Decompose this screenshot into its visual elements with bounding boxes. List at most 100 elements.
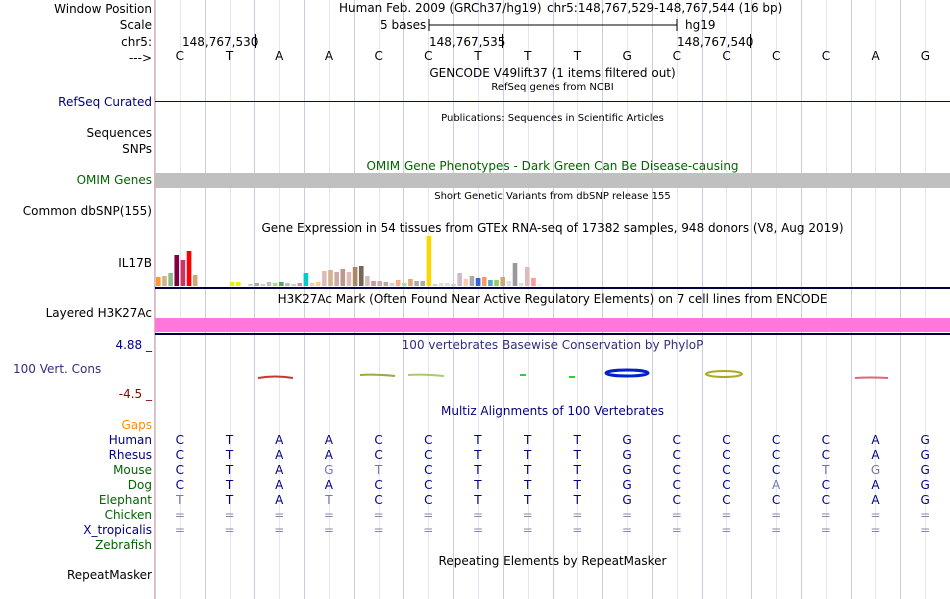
alignment-base: = <box>671 508 682 522</box>
phylop-mark <box>705 370 743 378</box>
gtex-track-label[interactable]: IL17B <box>118 256 152 270</box>
alignment-base: T <box>474 433 482 447</box>
alignment-base: C <box>374 493 383 507</box>
gtex-tissue-bar <box>451 284 456 286</box>
h3k27ac-track-label[interactable]: Layered H3K27Ac <box>45 306 152 320</box>
gtex-tissue-bar <box>358 266 364 286</box>
alignment-base: T <box>225 493 234 507</box>
alignment-base: G <box>870 463 881 477</box>
gtex-tissue-bar <box>365 276 370 286</box>
base-letter: T <box>524 49 532 63</box>
alignment-base: T <box>523 448 532 462</box>
gtex-tissue-bar <box>346 272 352 286</box>
gencode-track-title[interactable]: GENCODE V49lift37 (1 items filtered out) <box>429 66 676 80</box>
alignment-base: = <box>274 508 285 522</box>
phylop-track-label[interactable]: 100 Vert. Cons <box>13 362 102 376</box>
gtex-tissue-bar <box>518 283 524 286</box>
alignment-base: G <box>622 463 632 477</box>
gtex-tissue-bar <box>297 283 303 286</box>
ruler-tick-label: 148,767,530 <box>182 35 259 49</box>
omim-track-label[interactable]: OMIM Genes <box>76 173 152 187</box>
window-position-label: Window Position <box>54 2 152 16</box>
alignment-base: T <box>573 448 582 462</box>
gtex-expression-chart[interactable] <box>155 236 950 288</box>
gtex-tissue-bar <box>438 283 444 286</box>
dbsnp-track-title[interactable]: Short Genetic Variants from dbSNP releas… <box>434 191 671 202</box>
omim-track-title[interactable]: OMIM Gene Phenotypes - Dark Green Can Be… <box>366 159 739 173</box>
gtex-tissue-bar <box>266 282 272 286</box>
species-label[interactable]: Dog <box>127 478 152 492</box>
base-letter: A <box>871 49 880 63</box>
publications-track-label[interactable]: Sequences <box>86 126 152 140</box>
species-label[interactable]: Chicken <box>104 508 152 522</box>
alignment-base: T <box>474 478 482 492</box>
dbsnp-track-label[interactable]: Common dbSNP(155) <box>22 204 152 218</box>
species-label[interactable]: Mouse <box>113 463 152 477</box>
alignment-base: C <box>424 448 433 462</box>
gtex-tissue-bar <box>328 270 333 286</box>
species-label[interactable]: X_tropicalis <box>83 523 152 537</box>
gtex-tissue-bar <box>192 275 198 286</box>
position-readout: chr5:148,767,529-148,767,544 (16 bp) <box>547 1 783 15</box>
base-letter: C <box>722 49 731 63</box>
repeatmasker-track-label[interactable]: RepeatMasker <box>66 568 152 582</box>
alignment-base: T <box>573 433 582 447</box>
species-label[interactable]: Zebrafish <box>95 538 152 552</box>
publications-track-title[interactable]: Publications: Sequences in Scientific Ar… <box>441 113 664 124</box>
alignment-base: = <box>522 523 533 537</box>
alignment-base: = <box>771 508 782 522</box>
alignment-base: C <box>821 493 830 507</box>
gtex-tissue-bar <box>168 273 173 286</box>
alignment-base: T <box>225 448 234 462</box>
scale-label: Scale <box>119 18 152 32</box>
phylop-mark <box>257 375 294 379</box>
alignment-base: C <box>821 478 830 492</box>
base-letter: G <box>622 49 632 63</box>
strand-label: ---> <box>128 51 152 65</box>
gtex-tissue-bar <box>389 283 395 286</box>
alignment-base: C <box>821 448 830 462</box>
alignment-base: C <box>722 463 731 477</box>
alignment-base: A <box>871 478 880 492</box>
gtex-tissue-bar <box>512 263 518 286</box>
alignment-base: = <box>423 523 434 537</box>
alignment-base: T <box>523 433 532 447</box>
snps-track-label[interactable]: SNPs <box>122 142 152 156</box>
alignment-base: = <box>820 523 831 537</box>
refseq-track-line <box>155 101 950 102</box>
alignment-base: C <box>424 463 433 477</box>
omim-gene-bar[interactable] <box>155 173 950 188</box>
base-letter: G <box>920 49 930 63</box>
base-letter: T <box>573 49 582 63</box>
gtex-tissue-bar <box>260 284 266 286</box>
alignment-base: T <box>573 493 582 507</box>
alignment-base: G <box>622 493 632 507</box>
alignment-base: = <box>373 508 384 522</box>
multiz-track-title[interactable]: Multiz Alignments of 100 Vertebrates <box>440 404 665 418</box>
alignment-base: T <box>474 448 482 462</box>
refseq-track-label[interactable]: RefSeq Curated <box>58 95 152 109</box>
alignment-base: = <box>323 523 334 537</box>
phylop-track-title[interactable]: 100 vertebrates Basewise Conservation by… <box>401 338 704 352</box>
alignment-base: A <box>324 448 334 462</box>
gtex-tissue-bar <box>235 282 241 286</box>
gtex-tissue-bar <box>463 279 469 286</box>
h3k27ac-signal-bar[interactable] <box>155 318 950 332</box>
gtex-track-title[interactable]: Gene Expression in 54 tissues from GTEx … <box>261 221 844 235</box>
gtex-tissue-bar <box>162 276 167 286</box>
gtex-tissue-bar <box>457 273 462 286</box>
gtex-tissue-bar <box>395 280 401 286</box>
h3k27ac-track-title[interactable]: H3K27Ac Mark (Often Found Near Active Re… <box>277 292 828 306</box>
alignment-base: T <box>325 493 333 507</box>
phylop-min-value: -4.5 _ <box>118 387 152 401</box>
species-label[interactable]: Elephant <box>98 493 152 507</box>
alignment-base: A <box>871 448 880 462</box>
repeatmasker-track-title[interactable]: Repeating Elements by RepeatMasker <box>438 554 667 568</box>
species-label[interactable]: Human <box>108 433 152 447</box>
species-label[interactable]: Rhesus <box>108 448 152 462</box>
alignment-base: T <box>523 493 532 507</box>
gtex-tissue-bar <box>420 281 426 286</box>
gtex-tissue-bar <box>248 284 253 286</box>
phylop-logo[interactable] <box>155 362 950 386</box>
refseq-track-title[interactable]: RefSeq genes from NCBI <box>491 82 614 93</box>
